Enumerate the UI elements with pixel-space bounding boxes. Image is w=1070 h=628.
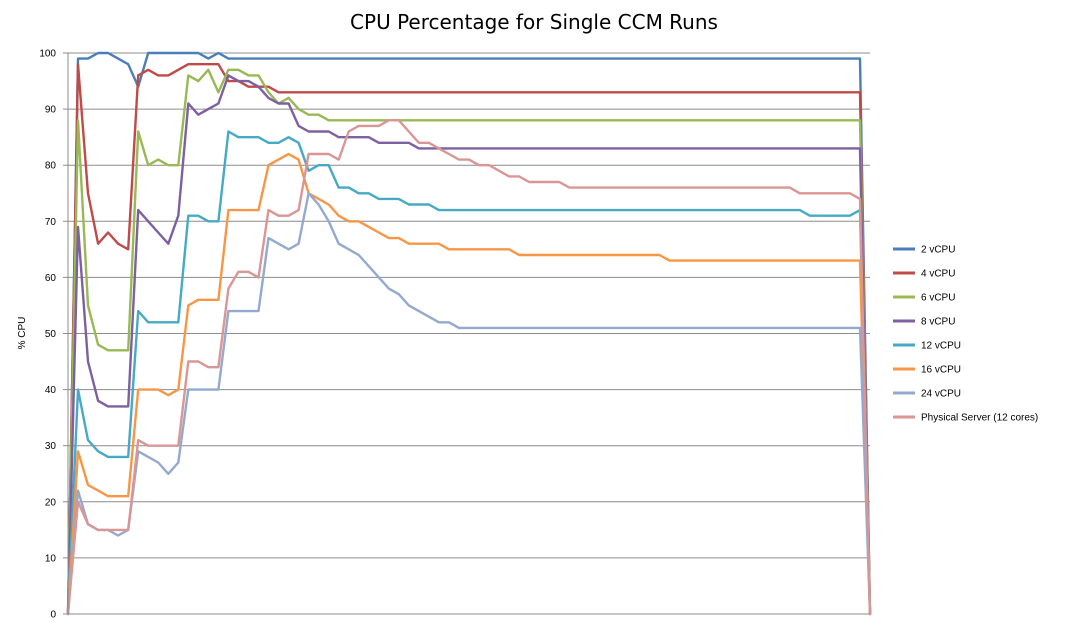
series-line-5 bbox=[66, 152, 872, 616]
y-tick-label: 30 bbox=[45, 441, 57, 452]
legend-label-0: 2 vCPU bbox=[921, 245, 955, 256]
series-line-7 bbox=[66, 119, 872, 616]
series-lines bbox=[66, 51, 872, 616]
y-tick-label: 0 bbox=[50, 610, 56, 621]
legend-label-2: 6 vCPU bbox=[921, 293, 955, 304]
y-axis-label: % CPU bbox=[17, 317, 28, 350]
legend-label-7: Physical Server (12 cores) bbox=[921, 413, 1038, 424]
legend-label-3: 8 vCPU bbox=[921, 317, 955, 328]
legend-label-4: 12 vCPU bbox=[921, 341, 961, 352]
chart-title: CPU Percentage for Single CCM Runs bbox=[350, 10, 718, 34]
y-axis-ticks: 0 10 20 30 40 50 60 70 80 90 100 bbox=[39, 49, 68, 621]
series-line-4 bbox=[66, 130, 872, 616]
legend-label-5: 16 vCPU bbox=[921, 365, 961, 376]
y-tick-label: 20 bbox=[45, 497, 57, 508]
series-line-0 bbox=[66, 51, 872, 616]
y-tick-label: 80 bbox=[45, 161, 57, 172]
series-line-3 bbox=[66, 74, 872, 616]
y-tick-label: 90 bbox=[45, 105, 57, 116]
axes bbox=[67, 53, 870, 615]
y-tick-label: 70 bbox=[45, 217, 57, 228]
series-line-6 bbox=[66, 192, 872, 616]
legend-label-1: 4 vCPU bbox=[921, 269, 955, 280]
gridlines bbox=[68, 52, 870, 615]
legend: 2 vCPU 4 vCPU 6 vCPU 8 vCPU 12 vCPU 16 vCPU 24… bbox=[893, 245, 1038, 424]
y-tick-label: 60 bbox=[45, 273, 57, 284]
y-tick-label: 40 bbox=[45, 385, 57, 396]
legend-label-6: 24 vCPU bbox=[921, 389, 961, 400]
y-tick-label: 10 bbox=[45, 553, 57, 564]
y-tick-label: 50 bbox=[45, 329, 57, 340]
series-line-2 bbox=[66, 68, 872, 616]
y-tick-label: 100 bbox=[39, 49, 56, 60]
series-line-1 bbox=[66, 62, 872, 616]
